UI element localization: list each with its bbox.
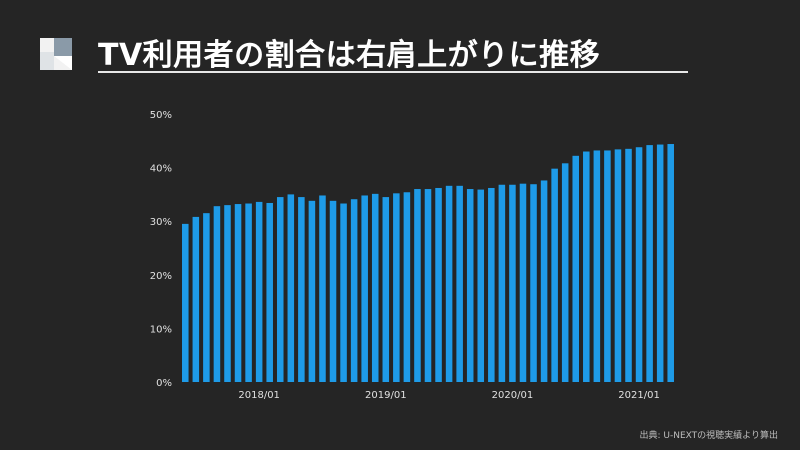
y-tick-label: 50% <box>150 110 172 121</box>
bar <box>604 150 611 382</box>
bar <box>234 204 242 382</box>
bar <box>287 194 295 382</box>
bar <box>350 199 358 382</box>
bar <box>403 192 411 382</box>
bar <box>182 223 189 382</box>
bar <box>329 200 337 382</box>
bar <box>340 203 347 382</box>
y-tick-label: 10% <box>150 324 172 335</box>
bar <box>466 189 474 382</box>
bar <box>224 205 231 382</box>
bar <box>414 189 421 382</box>
source-note: 出典: U-NEXTの視聴実績より算出 <box>639 431 778 441</box>
bar <box>646 145 653 382</box>
page-title: TV利用者の割合は右肩上がりに推移 <box>98 38 601 73</box>
bar <box>635 147 643 382</box>
bar <box>308 200 316 382</box>
bar <box>498 184 506 382</box>
bar <box>213 206 221 382</box>
bar <box>371 193 379 382</box>
y-tick-label: 40% <box>150 164 172 175</box>
bar <box>435 187 442 382</box>
bar <box>488 187 495 382</box>
bar <box>255 201 263 382</box>
x-tick-label: 2018/01 <box>238 390 280 401</box>
bar <box>477 189 485 382</box>
bar <box>456 185 463 382</box>
bar <box>192 216 200 382</box>
x-tick-label: 2019/01 <box>365 390 407 401</box>
bar <box>445 185 453 382</box>
bar <box>667 144 674 382</box>
bar <box>361 195 368 382</box>
y-tick-label: 30% <box>150 217 172 228</box>
bar <box>276 197 284 382</box>
bar <box>530 184 537 382</box>
bar <box>203 213 210 382</box>
bar <box>319 195 326 382</box>
bar <box>519 183 527 382</box>
bar <box>593 150 601 382</box>
bar <box>625 148 632 382</box>
bar <box>245 203 252 382</box>
x-tick-label: 2020/01 <box>492 390 534 401</box>
bar <box>424 189 432 382</box>
bar <box>551 168 558 382</box>
bar <box>572 155 580 382</box>
bar <box>266 202 273 382</box>
bar <box>583 151 590 382</box>
folded-corner-square-icon <box>40 38 72 70</box>
x-tick-label: 2021/01 <box>618 390 660 401</box>
y-tick-label: 20% <box>150 271 172 282</box>
bar <box>382 197 390 382</box>
bar <box>298 197 305 382</box>
bar <box>614 149 622 382</box>
title-underline <box>98 71 688 73</box>
bar <box>656 144 664 382</box>
bar <box>561 163 569 382</box>
y-tick-label: 0% <box>156 378 172 389</box>
bar <box>393 193 400 382</box>
bar <box>509 184 516 382</box>
bar <box>540 180 548 382</box>
